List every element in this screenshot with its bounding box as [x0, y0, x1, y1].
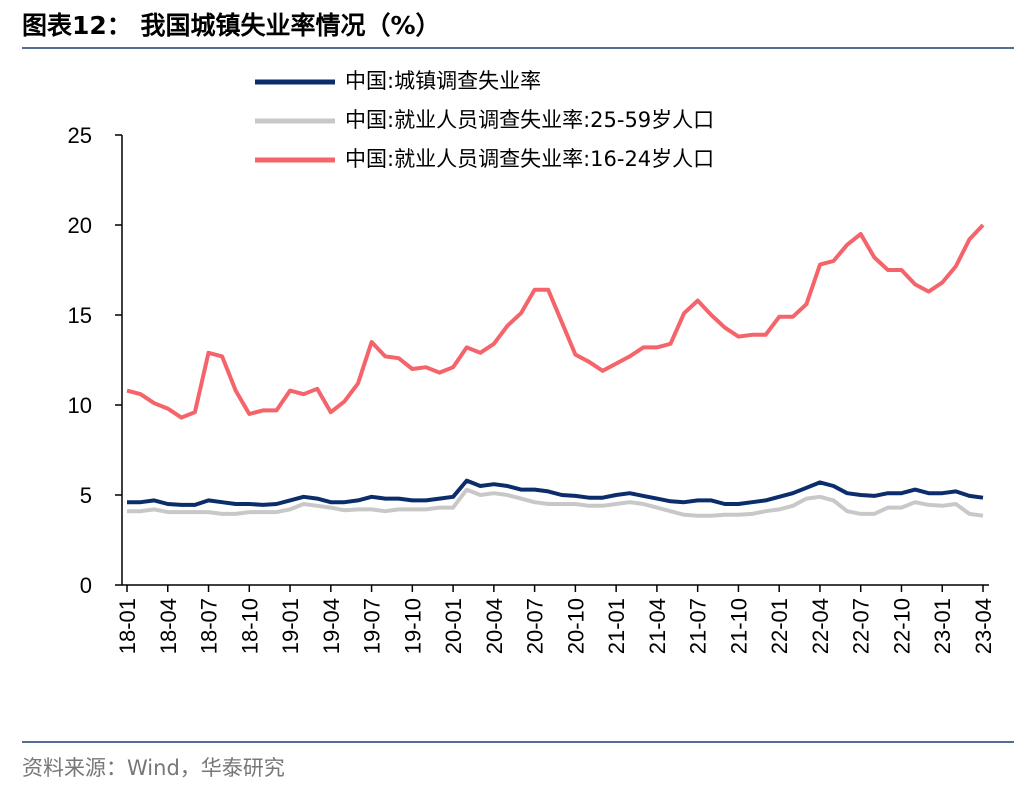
x-tick-label: 21-01	[604, 598, 629, 654]
legend-label: 中国:就业人员调查失业率:25-59岁人口	[345, 108, 714, 132]
x-tick-label: 21-07	[686, 598, 711, 654]
x-tick-label: 23-04	[971, 598, 996, 654]
series-line	[127, 478, 984, 507]
y-tick-label: 0	[80, 573, 92, 598]
x-tick-label: 20-07	[523, 598, 548, 654]
y-tick-label: 25	[68, 123, 92, 148]
y-tick-label: 20	[68, 213, 92, 238]
x-tick-label: 21-04	[645, 598, 670, 654]
x-tick-label: 18-04	[156, 598, 181, 654]
x-tick-label: 22-04	[808, 598, 833, 654]
x-tick-label: 19-07	[360, 598, 385, 654]
x-tick-label: 19-01	[278, 598, 303, 654]
x-tick-label: 21-10	[726, 598, 751, 654]
x-tick-label: 22-01	[767, 598, 792, 654]
x-tick-label: 19-04	[319, 598, 344, 654]
legend-label: 中国:城镇调查失业率	[345, 69, 541, 93]
chart-title: 图表12： 我国城镇失业率情况（%）	[22, 11, 441, 40]
legend-label: 中国:就业人员调查失业率:16-24岁人口	[345, 147, 714, 171]
x-tick-label: 23-01	[930, 598, 955, 654]
x-tick-label: 22-07	[849, 598, 874, 654]
y-tick-label: 15	[68, 303, 92, 328]
x-tick-label: 22-10	[889, 598, 914, 654]
y-tick-label: 5	[80, 483, 92, 508]
x-tick-label: 20-04	[482, 598, 507, 654]
series-line	[127, 487, 984, 518]
x-tick-label: 18-10	[237, 598, 262, 654]
x-tick-label: 18-01	[115, 598, 140, 654]
y-tick-label: 10	[68, 393, 92, 418]
x-tick-label: 19-10	[400, 598, 425, 654]
series-line	[126, 223, 985, 420]
x-tick-label: 20-10	[563, 598, 588, 654]
x-tick-label: 20-01	[441, 598, 466, 654]
x-tick-label: 18-07	[197, 598, 222, 654]
source: 资料来源：Wind，华泰研究	[22, 756, 285, 780]
